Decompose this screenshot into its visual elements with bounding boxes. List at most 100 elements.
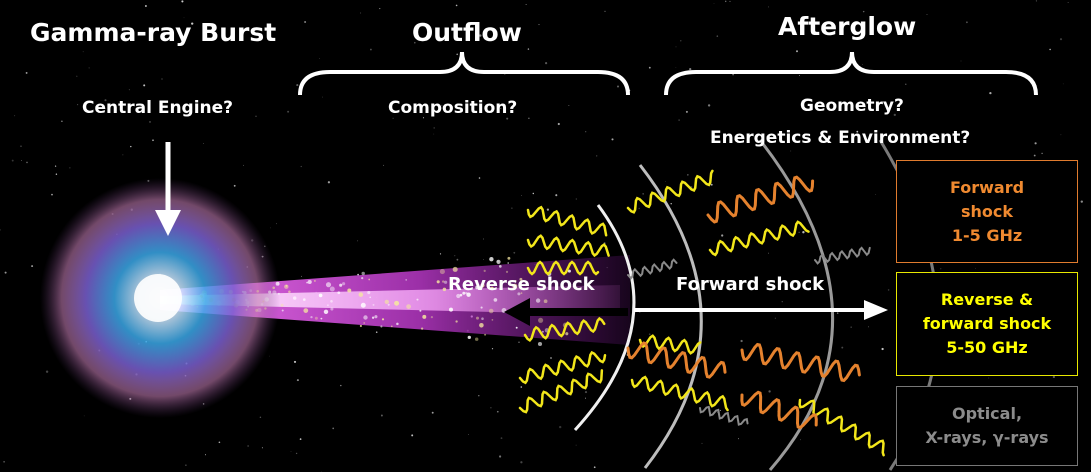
jet-speckle xyxy=(360,302,366,308)
star xyxy=(500,108,502,109)
jet-speckle xyxy=(480,306,483,309)
label-forward-shock: Forward shock xyxy=(676,274,825,295)
jet-speckle xyxy=(347,288,352,293)
star xyxy=(128,89,130,91)
star xyxy=(270,227,271,229)
jet-core xyxy=(160,285,620,315)
jet-speckle xyxy=(306,281,308,284)
jet-speckle xyxy=(515,326,518,329)
star xyxy=(300,165,302,168)
star xyxy=(538,24,540,26)
star xyxy=(850,326,852,328)
star xyxy=(875,194,877,195)
star xyxy=(616,85,620,88)
jet-speckle xyxy=(430,315,434,319)
jet-speckle xyxy=(505,270,509,274)
jet-speckle xyxy=(436,280,440,284)
star xyxy=(1080,200,1083,203)
star xyxy=(31,265,34,268)
jet-speckle xyxy=(420,327,424,330)
jet-speckle xyxy=(419,309,422,312)
star xyxy=(276,223,277,225)
star xyxy=(707,104,711,107)
gray-wave xyxy=(814,246,871,265)
star xyxy=(0,229,1,231)
orange-wave xyxy=(706,175,815,224)
jet-speckle xyxy=(442,287,447,292)
reverse-shock-front xyxy=(573,204,636,432)
star xyxy=(83,415,85,417)
star xyxy=(243,164,244,166)
star xyxy=(546,208,549,211)
star xyxy=(680,40,682,42)
jet-speckle xyxy=(374,315,378,319)
star xyxy=(392,117,394,119)
jet-speckle xyxy=(483,269,486,273)
jet-speckle xyxy=(339,283,343,287)
jet-speckle xyxy=(498,265,502,268)
star xyxy=(261,447,263,449)
star xyxy=(1052,375,1056,379)
star xyxy=(269,355,270,357)
jet-speckle xyxy=(405,279,408,281)
star xyxy=(478,177,481,179)
star xyxy=(568,105,570,106)
star xyxy=(1035,0,1037,2)
star xyxy=(411,434,414,437)
star xyxy=(1033,154,1036,157)
jet-speckle xyxy=(467,335,471,340)
star xyxy=(247,445,249,447)
jet-speckle xyxy=(490,286,494,291)
jet-speckle xyxy=(455,320,458,323)
star xyxy=(555,194,558,197)
star xyxy=(357,240,359,242)
jet-speckle xyxy=(372,303,375,306)
jet-speckle xyxy=(369,296,372,299)
star xyxy=(520,386,523,388)
jet-speckle xyxy=(330,307,334,311)
jet-speckle xyxy=(371,316,375,319)
star xyxy=(322,96,323,98)
star xyxy=(527,48,530,50)
star xyxy=(518,341,520,343)
yellow-wave xyxy=(523,316,606,343)
jet-speckle xyxy=(357,273,359,276)
jet-speckle xyxy=(537,341,543,347)
jet-speckle xyxy=(323,309,329,315)
orange-wave xyxy=(740,342,861,383)
yellow-wave xyxy=(526,234,610,258)
star xyxy=(710,183,713,186)
star xyxy=(802,231,805,234)
shock-front-2 xyxy=(638,164,703,469)
yellow-wave xyxy=(626,169,714,214)
star xyxy=(183,17,185,19)
star xyxy=(293,360,297,363)
star xyxy=(143,84,146,87)
star xyxy=(575,444,577,446)
star xyxy=(130,145,132,148)
jet-speckle xyxy=(325,282,332,288)
star xyxy=(520,461,523,464)
star xyxy=(301,275,302,277)
star xyxy=(525,3,527,5)
star xyxy=(320,470,322,472)
jet-speckle xyxy=(284,284,289,289)
jet-speckle xyxy=(303,308,309,313)
star xyxy=(1059,38,1063,41)
star xyxy=(491,348,494,350)
yellow-wave xyxy=(630,375,729,412)
jet-speckle xyxy=(394,300,400,306)
star xyxy=(11,159,14,162)
jet-speckle xyxy=(422,314,427,319)
star xyxy=(781,301,783,303)
star xyxy=(185,464,187,466)
jet-speckle xyxy=(313,279,316,282)
star xyxy=(218,441,221,444)
star xyxy=(468,31,470,33)
star xyxy=(511,207,513,209)
star xyxy=(479,34,482,37)
star xyxy=(380,414,383,417)
star xyxy=(740,339,743,343)
jet-speckle xyxy=(484,333,487,336)
star xyxy=(4,271,7,274)
